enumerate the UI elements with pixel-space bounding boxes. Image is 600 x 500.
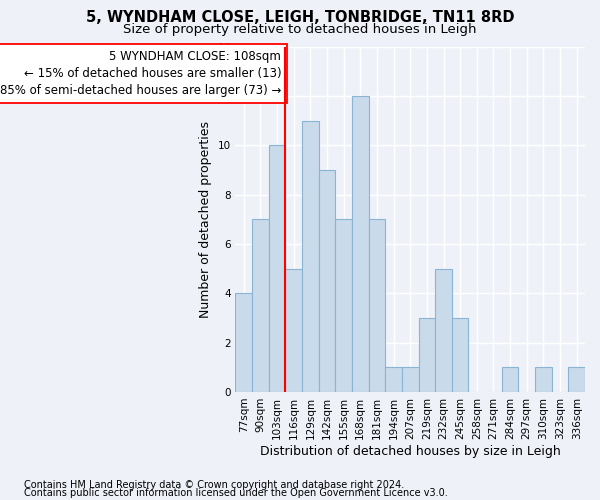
X-axis label: Distribution of detached houses by size in Leigh: Distribution of detached houses by size … [260,444,560,458]
Bar [235,294,252,392]
Text: Size of property relative to detached houses in Leigh: Size of property relative to detached ho… [123,22,477,36]
Bar [568,368,585,392]
Bar [352,96,368,392]
Text: Contains HM Land Registry data © Crown copyright and database right 2024.: Contains HM Land Registry data © Crown c… [24,480,404,490]
Bar [452,318,469,392]
Bar [385,368,402,392]
Text: Contains public sector information licensed under the Open Government Licence v3: Contains public sector information licen… [24,488,448,498]
Bar [302,120,319,392]
Bar [502,368,518,392]
Bar [269,145,286,392]
Y-axis label: Number of detached properties: Number of detached properties [199,120,212,318]
Bar [252,219,269,392]
Text: 5, WYNDHAM CLOSE, LEIGH, TONBRIDGE, TN11 8RD: 5, WYNDHAM CLOSE, LEIGH, TONBRIDGE, TN11… [86,10,514,25]
Bar [535,368,552,392]
Bar [286,268,302,392]
Text: 5 WYNDHAM CLOSE: 108sqm
← 15% of detached houses are smaller (13)
85% of semi-de: 5 WYNDHAM CLOSE: 108sqm ← 15% of detache… [0,50,281,97]
Bar [335,219,352,392]
Bar [419,318,435,392]
Bar [319,170,335,392]
Bar [368,219,385,392]
Bar [435,268,452,392]
Bar [402,368,419,392]
